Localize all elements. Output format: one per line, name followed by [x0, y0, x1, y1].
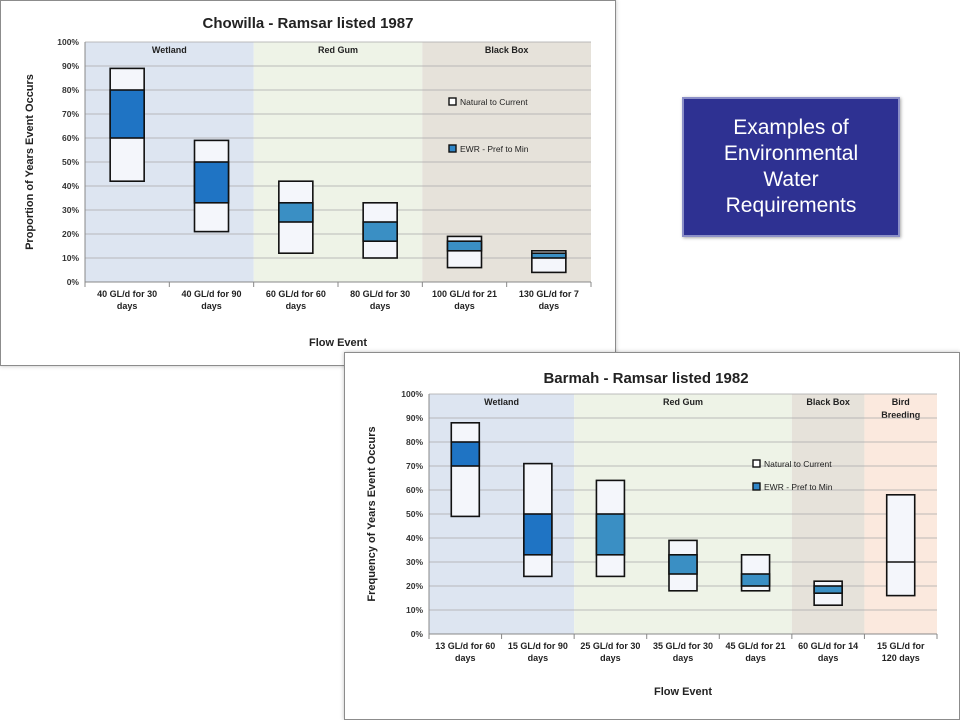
y-tick-label: 10%	[406, 605, 423, 615]
zone-label: Breeding	[881, 410, 920, 420]
chart-title: Chowilla - Ramsar listed 1987	[203, 15, 414, 32]
y-tick-label: 100%	[401, 389, 423, 399]
x-tick-label: days	[117, 301, 138, 311]
y-tick-label: 10%	[62, 253, 79, 263]
zone-label: Red Gum	[318, 45, 358, 55]
y-tick-label: 40%	[62, 181, 79, 191]
x-tick-label: 60 GL/d for 60	[266, 289, 326, 299]
zone-label: Wetland	[152, 45, 187, 55]
x-tick-label: days	[370, 301, 391, 311]
zone-label: Bird	[892, 397, 910, 407]
x-tick-label: 35 GL/d for 30	[653, 641, 713, 651]
y-tick-label: 40%	[406, 533, 423, 543]
legend-swatch-ewr	[752, 482, 761, 491]
ewr-range-bar	[450, 441, 481, 467]
zone-label: Black Box	[806, 397, 850, 407]
y-tick-label: 70%	[62, 109, 79, 119]
y-tick-label: 0%	[67, 277, 80, 287]
y-tick-label: 50%	[62, 157, 79, 167]
x-tick-label: 100 GL/d for 21	[432, 289, 497, 299]
ewr-range-bar	[668, 554, 698, 575]
x-tick-label: days	[745, 653, 766, 663]
callout-text: Examples of Environmental Water Requirem…	[723, 116, 859, 217]
y-tick-label: 80%	[62, 85, 79, 95]
y-tick-label: 30%	[62, 205, 79, 215]
y-tick-label: 100%	[57, 37, 79, 47]
legend-label: EWR - Pref to Min	[460, 144, 529, 154]
ewr-range-bar	[446, 240, 483, 252]
legend-swatch-natural	[448, 97, 457, 106]
zone-label: Wetland	[484, 397, 519, 407]
chowilla-chart: Wetland Red Gum Black Box 0% 10% 20% 30% 40% 50%…	[24, 15, 592, 349]
ewr-range-bar	[740, 573, 771, 587]
barmah-chart-panel: Wetland Red Gum Black Box Bird Breeding 0% 10%…	[344, 352, 960, 720]
legend-swatch-natural	[752, 459, 761, 468]
y-tick-label: 80%	[406, 437, 423, 447]
x-tick-label: days	[600, 653, 621, 663]
ewr-range-bar	[278, 202, 314, 223]
legend-swatch-ewr	[448, 144, 457, 153]
y-tick-label: 0%	[411, 629, 424, 639]
ewr-range-bar	[193, 161, 230, 204]
x-tick-label: days	[528, 653, 549, 663]
y-tick-label: 60%	[62, 133, 79, 143]
legend-label: Natural to Current	[460, 97, 528, 107]
y-tick-label: 70%	[406, 461, 423, 471]
x-tick-label: 25 GL/d for 30	[580, 641, 640, 651]
y-tick-label: 20%	[62, 229, 79, 239]
x-tick-label: 60 GL/d for 14	[798, 641, 858, 651]
y-tick-label: 50%	[406, 509, 423, 519]
ewr-range-bar	[531, 252, 567, 259]
barmah-chart: Wetland Red Gum Black Box Bird Breeding 0% 10%…	[366, 370, 938, 698]
x-tick-label: days	[201, 301, 222, 311]
y-axis-label: Proportion of Years Event Occurs	[24, 74, 36, 250]
x-tick-label: 40 GL/d for 90	[181, 289, 241, 299]
x-axis-label: Flow Event	[309, 337, 367, 349]
x-tick-label: days	[539, 301, 560, 311]
natural-range-bar	[450, 422, 481, 518]
x-tick-label: days	[673, 653, 694, 663]
x-tick-label: days	[818, 653, 839, 663]
ewr-range-bar	[595, 513, 626, 556]
natural-range-bar	[885, 494, 916, 597]
y-tick-label: 60%	[406, 485, 423, 495]
x-tick-label: 130 GL/d for 7	[519, 289, 579, 299]
x-tick-label: 13 GL/d for 60	[435, 641, 495, 651]
x-tick-label: 15 GL/d for 90	[508, 641, 568, 651]
zone-label: Black Box	[485, 45, 529, 55]
ewr-range-bar	[109, 89, 145, 139]
ewr-range-bar	[523, 513, 553, 556]
x-tick-label: days	[286, 301, 307, 311]
ewr-range-bar	[813, 585, 843, 594]
x-tick-label: 40 GL/d for 30	[97, 289, 157, 299]
chowilla-chart-panel: Wetland Red Gum Black Box 0% 10% 20% 30% 40% 50%…	[0, 0, 616, 366]
x-tick-label: 120 days	[882, 653, 920, 663]
callout-box: Examples of Environmental Water Requirem…	[682, 97, 900, 237]
y-tick-label: 30%	[406, 557, 423, 567]
zone-label: Red Gum	[663, 397, 703, 407]
legend-label: Natural to Current	[764, 459, 832, 469]
x-tick-label: 15 GL/d for	[877, 641, 925, 651]
ewr-range-bar	[362, 221, 398, 243]
x-tick-label: 45 GL/d for 21	[726, 641, 786, 651]
x-axis-label: Flow Event	[654, 686, 712, 698]
y-tick-label: 90%	[62, 61, 79, 71]
x-tick-label: days	[455, 653, 476, 663]
x-tick-label: 80 GL/d for 30	[350, 289, 410, 299]
x-tick-label: days	[454, 301, 475, 311]
y-tick-label: 20%	[406, 581, 423, 591]
y-axis-label: Frequency of Years Event Occurs	[366, 426, 378, 601]
legend-label: EWR - Pref to Min	[764, 482, 833, 492]
chart-title: Barmah - Ramsar listed 1982	[543, 370, 748, 387]
y-tick-label: 90%	[406, 413, 423, 423]
